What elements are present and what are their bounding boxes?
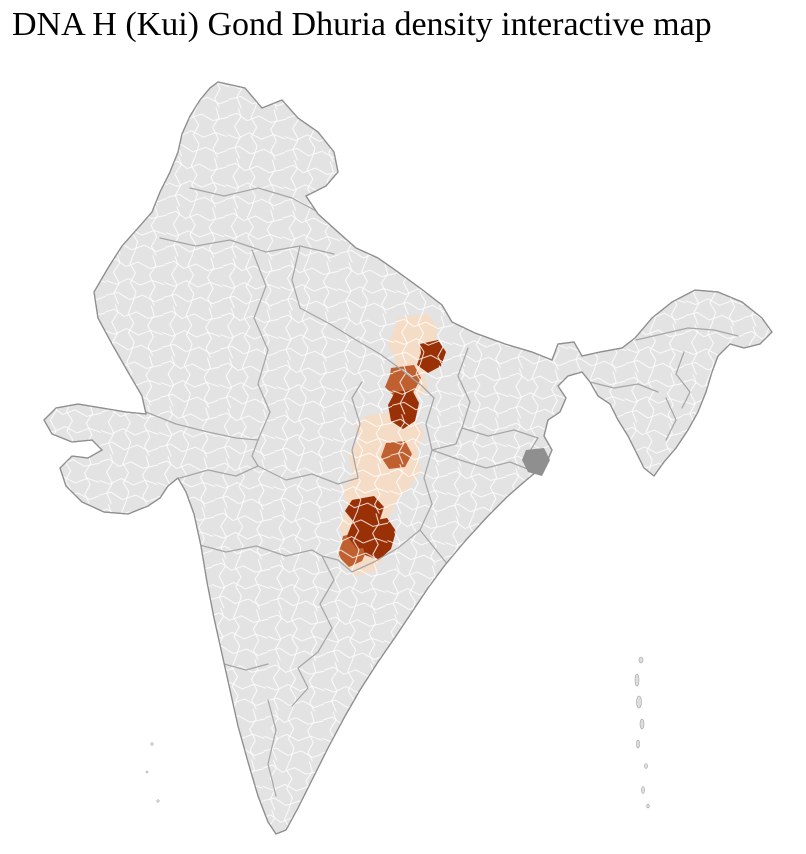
state-border <box>195 543 323 557</box>
state-border <box>665 397 677 441</box>
state-border <box>251 249 271 441</box>
state-border <box>431 427 463 451</box>
state-border <box>145 411 259 441</box>
state-border <box>179 465 259 479</box>
state-border <box>419 397 435 531</box>
lakshadweep-islands[interactable] <box>145 742 160 803</box>
state-border <box>267 699 277 797</box>
state-border <box>635 327 739 341</box>
state-borders <box>145 187 739 797</box>
island[interactable] <box>638 656 644 664</box>
andaman-islands[interactable] <box>634 656 650 809</box>
state-border <box>223 663 269 671</box>
island[interactable] <box>156 799 160 803</box>
state-border <box>589 381 659 393</box>
island[interactable] <box>150 742 154 746</box>
delta-region <box>522 448 550 476</box>
state-border <box>299 307 435 399</box>
island[interactable] <box>639 718 645 730</box>
state-border <box>675 351 691 409</box>
state-border <box>461 427 539 439</box>
state-border <box>251 439 259 467</box>
island[interactable] <box>145 770 149 774</box>
state-border <box>291 245 301 309</box>
state-border <box>351 381 363 479</box>
state-border <box>457 347 471 429</box>
island[interactable] <box>636 695 642 709</box>
district-boundaries-texture <box>44 82 772 834</box>
india-landmass[interactable] <box>0 60 806 854</box>
island[interactable] <box>646 803 650 809</box>
state-border <box>159 237 335 255</box>
island[interactable] <box>644 763 648 769</box>
state-border <box>419 529 449 566</box>
island[interactable] <box>634 673 640 687</box>
island[interactable] <box>641 786 645 794</box>
state-border <box>317 555 335 653</box>
state-border <box>291 651 319 707</box>
state-border <box>431 449 531 471</box>
state-border <box>257 465 359 485</box>
page-title: DNA H (Kui) Gond Dhuria density interact… <box>12 6 712 43</box>
state-border <box>189 187 319 213</box>
island[interactable] <box>636 739 640 749</box>
state-border <box>321 529 421 573</box>
india-outline <box>43 81 773 835</box>
